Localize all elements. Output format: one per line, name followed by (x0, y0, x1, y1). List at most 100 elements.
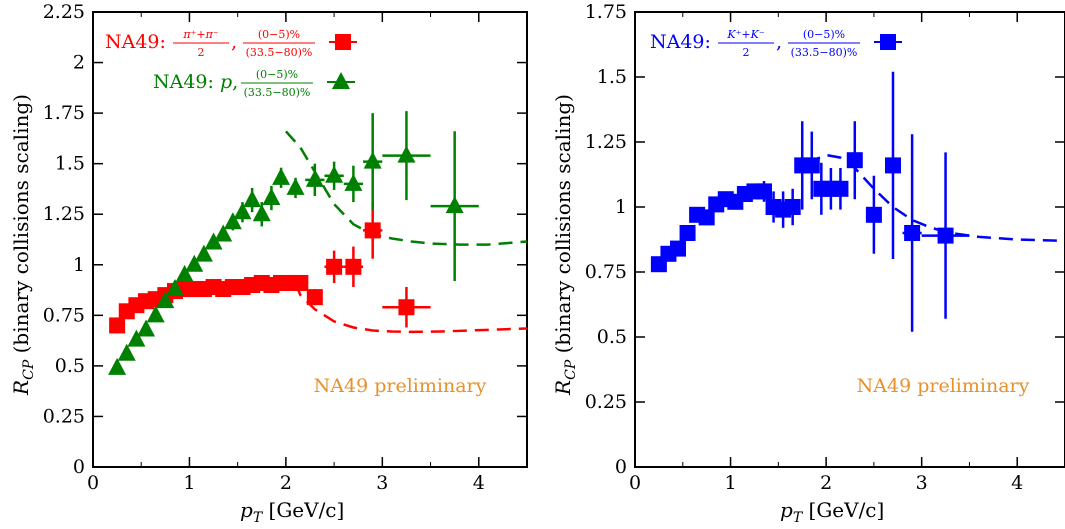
legend-cent-num: (0−5)% (258, 28, 300, 41)
data-point-square (756, 183, 772, 200)
data-point-square (326, 258, 343, 275)
y-axis-label: RCP (binary collisions scaling) (9, 94, 37, 396)
data-point-square (670, 240, 686, 257)
y-tick-label: 1.25 (43, 203, 85, 225)
legend-frac-den: 2 (743, 46, 750, 59)
legend-comma: , (776, 31, 782, 53)
legend-frac-den: 2 (198, 46, 205, 59)
data-point-triangle (175, 264, 194, 282)
x-axis-label: pT [GeV/c] (780, 498, 884, 526)
x-tick-label: 2 (280, 472, 292, 494)
data-point-triangle (233, 202, 252, 220)
data-point-triangle (262, 188, 281, 206)
x-tick-label: 2 (820, 472, 832, 494)
preliminary-annotation: NA49 preliminary (314, 375, 487, 397)
data-point-triangle (305, 169, 324, 187)
data-point-square (398, 299, 415, 316)
y-tick-label: 1 (615, 196, 627, 218)
legend-marker-square (335, 34, 351, 50)
legend-cent-den: (33.5−80)% (246, 46, 313, 59)
data-point-triangle (156, 291, 175, 309)
data-point-square (832, 180, 849, 197)
x-tick-label: 1 (183, 472, 195, 494)
y-tick-label: 0.5 (55, 355, 85, 377)
legend-prefix: NA49: p, (153, 71, 238, 93)
x-tick-label: 4 (473, 472, 485, 494)
data-point-square (846, 152, 863, 169)
data-point-triangle (108, 357, 127, 375)
data-point-square (904, 225, 921, 241)
model-curve (806, 153, 1065, 243)
y-tick-label: 0.25 (585, 391, 627, 413)
y-tick-label: 1.5 (55, 153, 85, 175)
data-point-square (679, 225, 696, 241)
chart-panel-1: 0 1 2 3 4 0 0.25 0.5 0.75 1 1.25 1.5 1.75 2 2.25 pT [Ge… (9, 1, 528, 526)
data-point-square (803, 157, 820, 174)
y-tick-label: 0.75 (43, 304, 85, 326)
data-point-triangle (165, 279, 184, 297)
data-point-triangle (445, 196, 464, 214)
y-tick-label: 1.25 (585, 131, 627, 153)
data-point-triangle (146, 305, 165, 323)
data-point-triangle (286, 177, 305, 195)
data-point-triangle (397, 145, 416, 163)
data-point-triangle (185, 254, 204, 272)
data-point-triangle (204, 232, 223, 250)
legend-frac-num: π⁺+π⁻ (182, 28, 218, 41)
data-point-square (306, 289, 323, 306)
legend-entry: NA49: p, (0−5)% (33.5−80)% (153, 68, 355, 99)
data-point-triangle (223, 212, 242, 230)
legend-cent-den: (33.5−80)% (244, 86, 311, 99)
y-tick-label: 2.25 (43, 1, 85, 23)
data-point-square (937, 227, 954, 244)
plot-frame (634, 11, 1065, 468)
x-tick-label: 4 (1011, 472, 1023, 494)
data-point-square (292, 274, 309, 291)
data-point-triangle (137, 319, 156, 337)
legend-frac-num: K⁺+K⁻ (726, 28, 764, 41)
data-point-triangle (252, 204, 271, 222)
legend-cent-num: (0−5)% (256, 68, 298, 81)
y-tick-label: 0.75 (585, 261, 627, 283)
legend-entry: NA49: π⁺+π⁻ 2, (0−5)% (33.5−80)% (105, 28, 357, 59)
legend-marker-triangle (332, 72, 350, 89)
y-tick-label: 1.75 (585, 1, 627, 23)
data-point-triangle (344, 173, 363, 191)
data-point-triangle (272, 167, 291, 185)
legend-entry: NA49: K⁺+K⁻ 2, (0−5)% (33.5−80)% (650, 28, 902, 59)
data-point-square (109, 317, 126, 334)
legend-prefix: NA49: (650, 31, 711, 53)
data-point-triangle (194, 244, 213, 262)
legend-cent-den: (33.5−80)% (791, 46, 858, 59)
data-point-triangle (214, 224, 233, 242)
preliminary-annotation: NA49 preliminary (857, 375, 1030, 397)
x-tick-label: 0 (629, 472, 641, 494)
data-point-triangle (243, 190, 262, 208)
x-tick-label: 3 (916, 472, 928, 494)
chart-panel-2: 0 1 2 3 4 0 0.25 0.5 0.75 1 1.25 1.5 1.75 pT [GeV/c] R… (551, 1, 1065, 526)
data-point-square (885, 157, 901, 174)
y-tick-label: 2 (73, 52, 85, 74)
x-tick-label: 3 (376, 472, 388, 494)
data-point-square (865, 206, 882, 223)
data-point-square (364, 222, 381, 239)
data-point-square (784, 199, 801, 215)
legend-prefix: NA49: (105, 31, 166, 53)
data-point-square (698, 209, 715, 226)
data-point-triangle (127, 329, 146, 347)
data-point-square (345, 258, 362, 275)
x-tick-label: 1 (725, 472, 737, 494)
plot-frame (92, 11, 528, 468)
y-tick-label: 0 (73, 456, 85, 478)
data-point-triangle (325, 165, 344, 183)
y-tick-label: 1.5 (597, 66, 627, 88)
x-axis-label: pT [GeV/c] (240, 498, 344, 526)
y-axis-label: RCP (binary collisions scaling) (551, 94, 579, 396)
y-tick-label: 0.5 (597, 326, 627, 348)
y-tick-label: 1.75 (43, 102, 85, 124)
data-point-triangle (117, 343, 136, 361)
y-tick-label: 0.25 (43, 405, 85, 427)
y-tick-label: 1 (73, 254, 85, 276)
y-tick-label: 0 (615, 456, 627, 478)
